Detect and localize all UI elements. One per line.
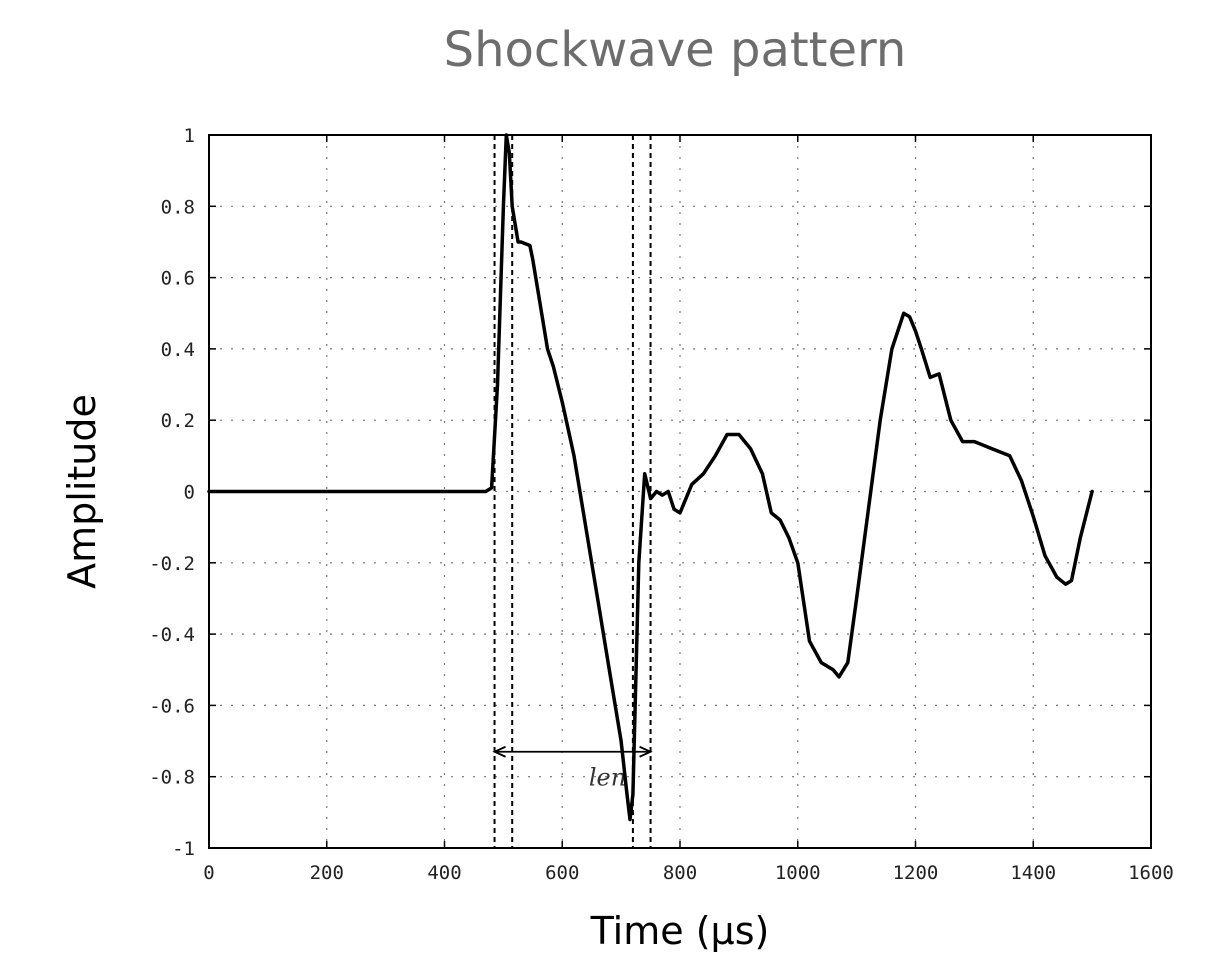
x-tick-labels: 0 200 400 600 800 1000 1200 1400 1600 xyxy=(203,862,1174,884)
chart-title: Shockwave pattern xyxy=(443,22,907,78)
plot-frame xyxy=(208,134,1152,849)
y-tick-label: 0.2 xyxy=(161,410,195,432)
x-tick-label: 1000 xyxy=(775,862,821,884)
x-tick-label: 1400 xyxy=(1010,862,1056,884)
x-tick-label: 200 xyxy=(310,862,344,884)
x-tick-label: 0 xyxy=(203,862,214,884)
x-tick-label: 1200 xyxy=(893,862,939,884)
x-tick-label: 600 xyxy=(545,862,579,884)
x-axis-label: Time (µs) xyxy=(590,909,770,953)
annotation-layer: len xyxy=(492,745,653,792)
y-tick-label: -0.6 xyxy=(149,695,195,717)
y-tick-label: -0.4 xyxy=(149,624,195,646)
y-tick-label: -0.2 xyxy=(149,553,195,575)
x-tick-label: 1600 xyxy=(1128,862,1174,884)
y-tick-label: 1 xyxy=(184,125,195,147)
arrow-head-right xyxy=(639,745,653,758)
y-tick-label: 0.4 xyxy=(161,339,195,361)
y-tick-label: -1 xyxy=(172,838,195,860)
y-tick-label: -0.8 xyxy=(149,767,195,789)
arrow-head-left xyxy=(492,745,506,758)
y-axis-label: Amplitude xyxy=(60,394,104,589)
y-tick-label: 0.8 xyxy=(161,196,195,218)
x-tick-label: 800 xyxy=(663,862,697,884)
y-tick-label: 0.6 xyxy=(161,268,195,290)
amplitude-series-line xyxy=(207,133,1094,822)
y-tick-label: 0 xyxy=(184,482,195,504)
len-annotation: len xyxy=(589,764,626,792)
y-tick-labels: 1 0.8 0.6 0.4 0.2 0 -0.2 -0.4 -0.6 -0.8 -1 xyxy=(149,125,195,860)
x-tick-label: 400 xyxy=(427,862,461,884)
series-layer xyxy=(207,133,1094,822)
